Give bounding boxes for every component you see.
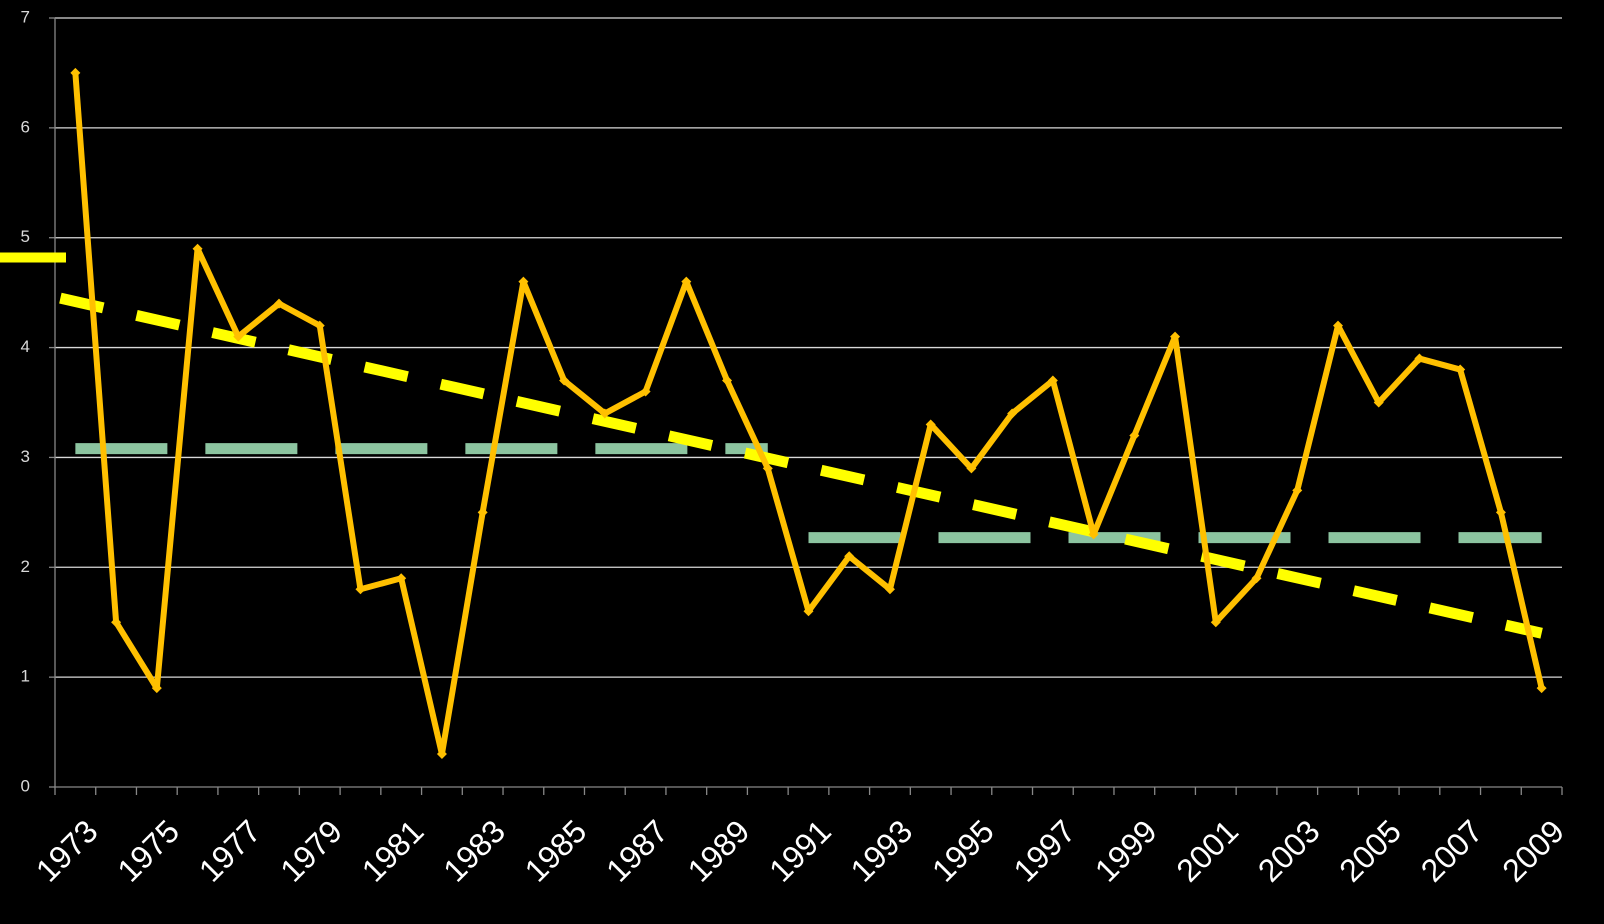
x-tick-label: 1985 <box>518 813 594 889</box>
data-point <box>477 507 488 518</box>
x-tick-label: 1983 <box>436 813 512 889</box>
data-point <box>151 683 162 694</box>
trend-line <box>59 292 1543 639</box>
x-tick-label: 1999 <box>1088 813 1164 889</box>
y-tick-label: 7 <box>21 7 30 26</box>
x-tick-label: 2009 <box>1495 813 1571 889</box>
y-tick-label: 6 <box>21 117 30 136</box>
data-point <box>762 463 773 474</box>
data-point <box>1536 683 1547 694</box>
x-tick-label: 1987 <box>599 813 675 889</box>
data-point <box>640 386 651 397</box>
data-point <box>925 419 936 430</box>
x-tick-label: 1993 <box>844 813 920 889</box>
x-tick-label: 1997 <box>1006 813 1082 889</box>
x-tick-label: 1975 <box>110 813 186 889</box>
data-point <box>1332 320 1343 331</box>
data-point <box>722 375 733 386</box>
data-point <box>1495 507 1506 518</box>
data-point <box>1088 529 1099 540</box>
data-point <box>1414 353 1425 364</box>
x-tick-label: 1979 <box>273 813 349 889</box>
data-point <box>966 463 977 474</box>
x-tick-label: 1991 <box>762 813 838 889</box>
data-point <box>803 606 814 617</box>
x-tick-label: 1981 <box>355 813 431 889</box>
data-point <box>1007 408 1018 419</box>
x-tick-label: 1995 <box>925 813 1001 889</box>
data-point <box>1170 331 1181 342</box>
x-tick-label: 1973 <box>29 813 105 889</box>
y-tick-label: 0 <box>21 776 30 795</box>
x-tick-label: 2001 <box>1169 813 1245 889</box>
data-point <box>518 276 529 287</box>
data-point <box>70 67 81 78</box>
data-point <box>233 331 244 342</box>
data-point <box>599 408 610 419</box>
x-tick-label: 2003 <box>1251 813 1327 889</box>
y-tick-label: 3 <box>21 447 30 466</box>
y-tick-label: 4 <box>21 337 30 356</box>
data-point <box>884 584 895 595</box>
data-point <box>1455 364 1466 375</box>
data-point <box>1373 397 1384 408</box>
y-tick-label: 1 <box>21 667 30 686</box>
data-point <box>1292 485 1303 496</box>
data-point <box>681 276 692 287</box>
data-point <box>192 243 203 254</box>
data-point <box>559 375 570 386</box>
data-point <box>1129 430 1140 441</box>
data-point <box>274 298 285 309</box>
data-point <box>436 749 447 760</box>
data-point <box>1251 573 1262 584</box>
data-point <box>844 551 855 562</box>
data-point <box>1210 617 1221 628</box>
x-tick-label: 2007 <box>1414 813 1490 889</box>
data-point <box>1047 375 1058 386</box>
y-tick-label: 2 <box>21 557 30 576</box>
data-line <box>72 72 1545 758</box>
x-tick-label: 1977 <box>192 813 268 889</box>
x-tick-label: 2005 <box>1332 813 1408 889</box>
data-point <box>111 617 122 628</box>
y-tick-label: 5 <box>21 227 30 246</box>
x-tick-label: 1989 <box>681 813 757 889</box>
data-point <box>396 573 407 584</box>
data-point <box>314 320 325 331</box>
data-point <box>355 584 366 595</box>
